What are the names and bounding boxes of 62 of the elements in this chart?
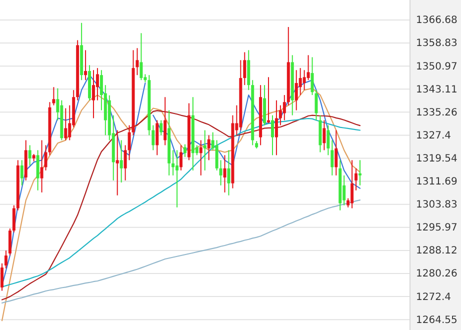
y-tick-label: 1366.68: [416, 15, 458, 26]
y-tick-label: 1335.26: [416, 107, 458, 118]
candlestick: [124, 144, 127, 181]
candlestick: [176, 150, 179, 208]
candlestick: [160, 120, 163, 136]
candlestick: [172, 150, 175, 176]
candlestick: [330, 140, 334, 176]
candlestick: [52, 86, 56, 106]
candlestick: [8, 228, 12, 256]
candlestick: [243, 52, 246, 86]
candlestick: [354, 168, 358, 191]
candlestick: [40, 140, 44, 193]
candlestick: [322, 120, 326, 151]
candlestick: [302, 70, 306, 91]
candlestick: [278, 104, 282, 126]
y-tick-label: 1295.97: [416, 222, 458, 234]
candlestick: [207, 134, 210, 161]
candlestick: [20, 160, 24, 186]
candlestick: [116, 130, 119, 196]
candlestick: [84, 50, 88, 81]
y-tick-label: 1272.4: [416, 292, 451, 303]
candlestick: [12, 204, 16, 233]
candlestick: [183, 144, 186, 158]
y-tick-label: 1311.69: [416, 176, 458, 188]
candlestick: [64, 108, 68, 141]
candlestick: [334, 130, 338, 176]
candlestick: [140, 32, 143, 81]
candlestick: [152, 124, 155, 151]
candlestick: [0, 262, 4, 292]
candlestick: [350, 160, 354, 209]
candlestick: [180, 144, 182, 171]
candlestick: [274, 100, 278, 156]
candlestick: [156, 120, 159, 156]
candlestick: [164, 96, 167, 146]
candlestick: [294, 70, 298, 111]
candlestick: [227, 150, 230, 196]
candlestick: [128, 124, 131, 161]
y-tick-label: 1319.54: [416, 153, 458, 164]
y-tick-label: 1264.55: [416, 314, 458, 326]
y-tick-label: 1280.26: [416, 268, 458, 280]
candlestick: [92, 70, 95, 119]
candlestick: [28, 144, 32, 166]
candlestick: [4, 250, 8, 269]
candlestick: [199, 140, 202, 176]
y-tick-label: 1350.97: [416, 61, 458, 72]
candlestick: [215, 140, 218, 171]
candlestick: [267, 76, 270, 124]
candlestick: [203, 130, 206, 171]
candlestick: [219, 160, 222, 186]
y-tick-label: 1343.11: [416, 84, 458, 96]
candlestick: [306, 54, 310, 81]
candlestick: [120, 140, 123, 183]
candlestick: [96, 68, 99, 101]
y-tick-label: 1288.12: [416, 246, 458, 257]
candlestick: [282, 94, 286, 121]
candlestick: [36, 150, 40, 191]
y-tick-label: 1358.83: [416, 38, 458, 50]
candlestick: [270, 114, 274, 156]
candlestick: [358, 160, 362, 186]
y-tick-label: 1327.4: [416, 130, 451, 142]
y-tick-label: 1303.83: [416, 200, 458, 211]
candlestick: [326, 124, 330, 156]
